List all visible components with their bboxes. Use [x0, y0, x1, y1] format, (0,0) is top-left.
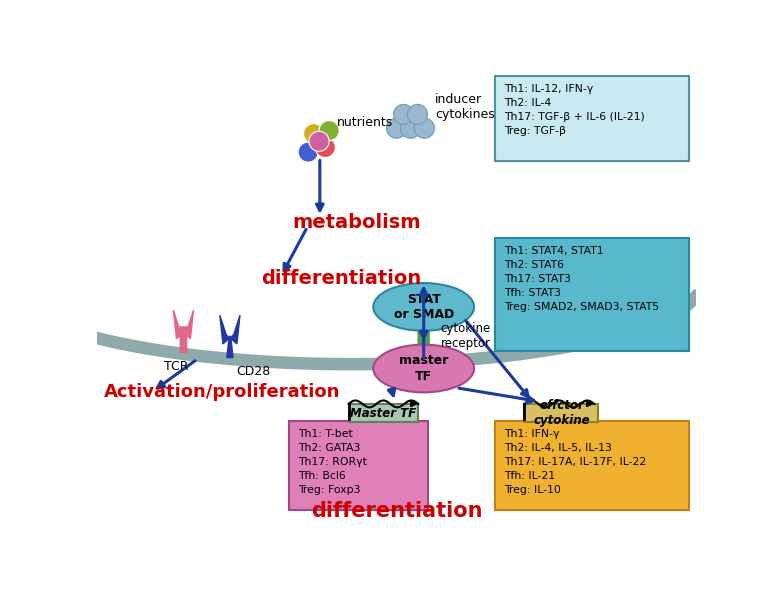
- Circle shape: [315, 137, 335, 157]
- Text: TCR: TCR: [164, 360, 189, 373]
- Circle shape: [407, 105, 427, 124]
- Polygon shape: [220, 315, 229, 344]
- Polygon shape: [230, 315, 240, 344]
- Circle shape: [400, 118, 421, 138]
- FancyBboxPatch shape: [349, 404, 418, 422]
- Text: differentiation: differentiation: [261, 269, 421, 288]
- Ellipse shape: [373, 345, 474, 393]
- Text: Th1: IL-12, IFN-γ
Th2: IL-4
Th17: TGF-β + IL-6 (IL-21)
Treg: TGF-β: Th1: IL-12, IFN-γ Th2: IL-4 Th17: TGF-β …: [504, 84, 645, 135]
- FancyBboxPatch shape: [495, 421, 689, 510]
- Circle shape: [319, 121, 339, 141]
- Circle shape: [393, 105, 414, 124]
- FancyBboxPatch shape: [429, 292, 438, 313]
- FancyBboxPatch shape: [289, 421, 428, 510]
- Ellipse shape: [373, 283, 474, 331]
- Circle shape: [386, 118, 407, 138]
- Text: differentiation: differentiation: [311, 501, 482, 521]
- Polygon shape: [180, 331, 186, 352]
- Text: cytokine
receptor: cytokine receptor: [441, 321, 491, 349]
- Text: Th1: T-bet
Th2: GATA3
Th17: RORγt
Tfh: Bcl6
Treg: Foxp3: Th1: T-bet Th2: GATA3 Th17: RORγt Tfh: B…: [298, 428, 367, 495]
- Text: CD28: CD28: [236, 365, 271, 378]
- Circle shape: [309, 131, 329, 151]
- FancyBboxPatch shape: [495, 238, 689, 351]
- Text: metabolism: metabolism: [292, 213, 421, 232]
- Text: nutrients: nutrients: [337, 116, 393, 129]
- Polygon shape: [184, 310, 193, 339]
- FancyBboxPatch shape: [524, 404, 598, 422]
- Text: Master TF: Master TF: [350, 407, 417, 419]
- Circle shape: [414, 118, 434, 138]
- FancyBboxPatch shape: [179, 326, 187, 353]
- Text: effctor
cytokine: effctor cytokine: [533, 399, 590, 427]
- Circle shape: [304, 124, 324, 144]
- FancyBboxPatch shape: [417, 302, 430, 362]
- Text: Activation/proliferation: Activation/proliferation: [104, 383, 341, 400]
- Polygon shape: [226, 336, 233, 358]
- Text: Th1: STAT4, STAT1
Th2: STAT6
Th17: STAT3
Tfh: STAT3
Treg: SMAD2, SMAD3, STAT5: Th1: STAT4, STAT1 Th2: STAT6 Th17: STAT3…: [504, 246, 659, 312]
- Text: inducer
cytokines: inducer cytokines: [435, 93, 495, 121]
- Text: STAT
or SMAD: STAT or SMAD: [393, 293, 454, 321]
- FancyBboxPatch shape: [495, 76, 689, 160]
- Circle shape: [298, 142, 318, 162]
- FancyBboxPatch shape: [409, 292, 418, 313]
- Polygon shape: [173, 310, 182, 339]
- Text: master
TF: master TF: [399, 355, 448, 383]
- Text: Th1: IFN-γ
Th2: IL-4, IL-5, IL-13
Th17: IL-17A, IL-17F, IL-22
Tfh: IL-21
Treg: I: Th1: IFN-γ Th2: IL-4, IL-5, IL-13 Th17: …: [504, 428, 646, 495]
